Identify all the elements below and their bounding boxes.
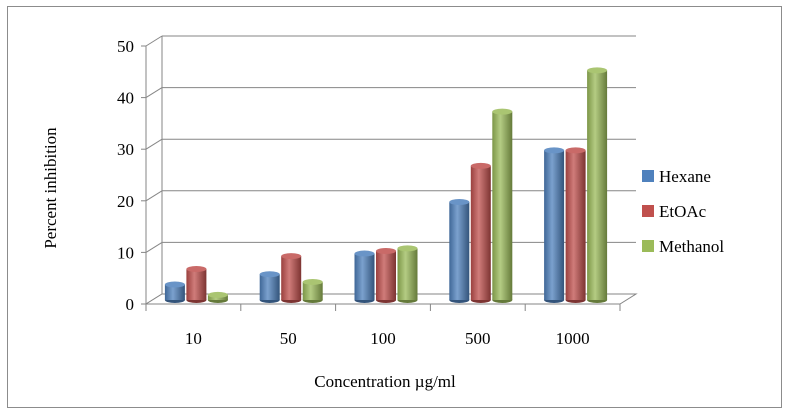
bar (281, 253, 302, 303)
y-tick-label: 20 (117, 192, 134, 211)
y-tick-label: 0 (126, 295, 135, 314)
legend-label: EtOAc (659, 202, 707, 221)
bar (449, 198, 470, 303)
bar-top (207, 291, 228, 298)
x-tick-label: 500 (465, 329, 491, 348)
x-tick-label: 1000 (556, 329, 590, 348)
bar-body (449, 201, 470, 300)
bar-top (397, 245, 418, 252)
bar-top (302, 278, 323, 285)
bar-body (544, 150, 565, 300)
bar-body (302, 281, 323, 300)
gridline-depth (145, 87, 163, 99)
bar-top (281, 253, 302, 260)
bar-body (186, 269, 207, 300)
bar-body (354, 253, 375, 300)
gridline-depth (145, 138, 163, 150)
y-tick-label: 40 (117, 89, 134, 108)
x-tick-label: 10 (185, 329, 202, 348)
gridline-depth (145, 241, 163, 253)
y-tick-label: 50 (117, 37, 134, 56)
legend: Hexane EtOAc Methanol (642, 167, 724, 256)
gridline-depth (145, 190, 163, 202)
bar-top (259, 271, 280, 278)
x-tick-label: 100 (370, 329, 396, 348)
bar-top (565, 147, 586, 154)
y-tick-labels: 0 10 20 30 40 50 (117, 37, 134, 314)
y-tick-label: 10 (117, 243, 134, 262)
x-axis-label: Concentration µg/ml (314, 372, 456, 391)
bar-top (449, 198, 470, 205)
bar (259, 271, 280, 303)
bar-body (470, 165, 491, 300)
bar-body (492, 111, 513, 300)
legend-label: Methanol (659, 237, 724, 256)
bar (470, 162, 491, 303)
bar-top (186, 266, 207, 273)
gridline-depth (145, 35, 163, 47)
bar-body (164, 284, 185, 300)
bar (186, 266, 207, 303)
bar (397, 245, 418, 303)
bar (544, 147, 565, 303)
bar-top (492, 108, 513, 115)
bar (354, 250, 375, 303)
bar-top (354, 250, 375, 257)
bar (565, 147, 586, 303)
bars (164, 67, 608, 303)
legend-label: Hexane (659, 167, 711, 186)
bar-body (397, 248, 418, 300)
bar-body (376, 250, 396, 300)
bar-body (587, 70, 608, 300)
bar (302, 278, 323, 303)
bar-top (587, 67, 608, 74)
bar (164, 281, 185, 303)
y-tick-label: 30 (117, 140, 134, 159)
bar (492, 108, 513, 303)
bar (376, 247, 396, 303)
x-tick-label: 50 (280, 329, 297, 348)
bar-top (470, 162, 491, 169)
bar-body (281, 256, 302, 300)
bar (207, 291, 228, 303)
y-axis-label: Percent inhibition (41, 127, 60, 249)
x-tick-labels: 10 50 100 500 1000 (145, 304, 621, 348)
bar-body (259, 274, 280, 300)
bar-top (544, 147, 565, 154)
bar-top (376, 247, 396, 254)
legend-swatch (642, 240, 654, 252)
bar (587, 67, 608, 303)
bar-top (164, 281, 185, 288)
legend-swatch (642, 170, 654, 182)
bar-body (565, 150, 586, 300)
legend-swatch (642, 205, 654, 217)
